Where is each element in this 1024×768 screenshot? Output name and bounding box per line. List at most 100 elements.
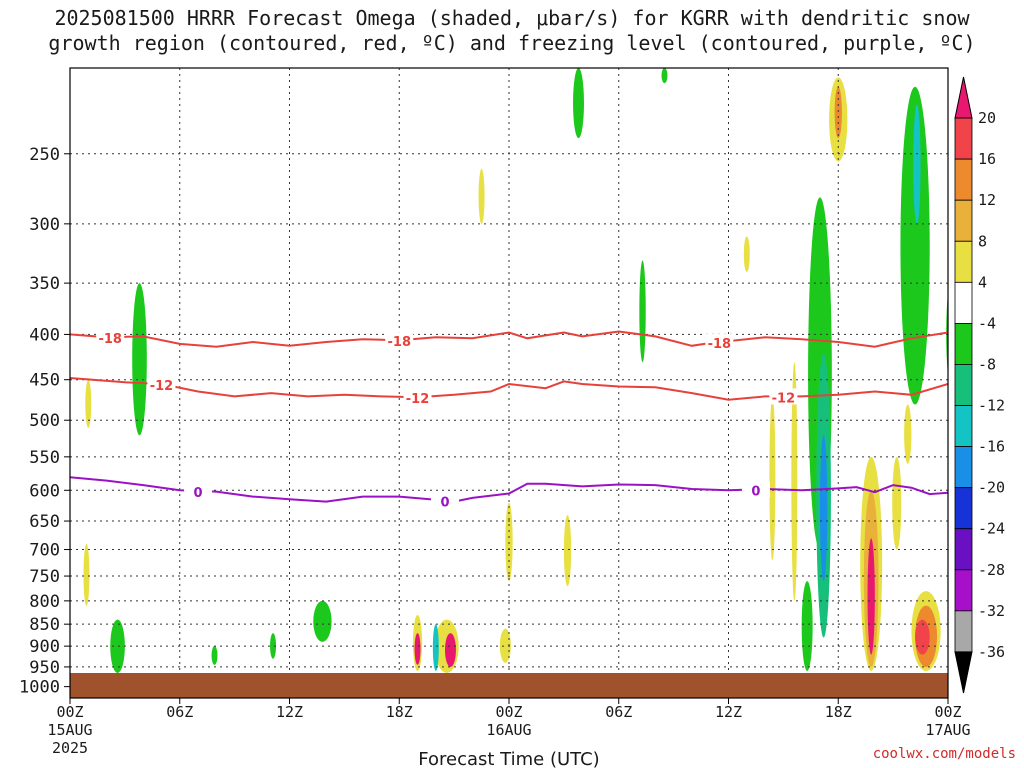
y-tick-label: 450: [29, 371, 60, 391]
contour-label-bg: [430, 492, 459, 509]
contour-label: 0: [194, 486, 203, 501]
x-tick-label: 18Z: [825, 703, 852, 721]
colorbar-swatch: [954, 364, 973, 406]
x-tick-label: 18Z: [386, 703, 413, 721]
colorbar-swatch: [954, 487, 973, 530]
colorbar-swatch: [954, 569, 973, 612]
contour-label: -12: [406, 392, 430, 407]
colorbar-swatch: [954, 405, 973, 447]
contour-label: 0: [751, 484, 760, 499]
omega-blob: [444, 633, 456, 667]
x-year-label: 2025: [52, 739, 88, 757]
chart-title: 2025081500 HRRR Forecast Omega (shaded, …: [0, 6, 1024, 56]
colorbar-swatch: [954, 240, 973, 283]
y-tick-label: 650: [29, 512, 60, 532]
contour-label: -18: [98, 332, 122, 347]
omega-blob: [211, 646, 218, 665]
omega-blob: [743, 236, 750, 272]
contour-label-bg: [403, 389, 432, 406]
y-tick-label: 900: [29, 637, 60, 657]
x-tick-label: 00Z: [495, 703, 522, 721]
colorbar-swatch: [954, 281, 973, 324]
colorbar-swatch: [954, 322, 973, 365]
y-tick-label: 500: [29, 411, 60, 431]
x-axis-label: Forecast Time (UTC): [418, 749, 599, 768]
contour-label-bg: [147, 375, 176, 392]
x-date-label: 16AUG: [486, 721, 531, 739]
contour-label: -12: [772, 391, 796, 406]
colorbar-label: -12: [978, 397, 1005, 415]
omega-blob: [791, 362, 798, 601]
source-url[interactable]: coolwx.com/models: [872, 746, 1016, 762]
x-date-label: 17AUG: [925, 721, 970, 739]
colorbar-label: 8: [978, 232, 987, 250]
colorbar-label: 20: [978, 109, 996, 127]
omega-blob: [769, 396, 776, 561]
colorbar-label: -8: [978, 355, 996, 373]
colorbar-swatch: [954, 199, 973, 242]
colorbar-label: -28: [978, 561, 1005, 579]
omega-blob: [432, 624, 439, 671]
y-tick-label: 750: [29, 567, 60, 587]
y-tick-label: 250: [29, 145, 60, 165]
colorbar-label: -36: [978, 643, 1005, 661]
contour-line: [70, 330, 948, 348]
omega-blob: [478, 168, 485, 224]
colorbar-legend: 20 16 12 8 4 -4 -8 -12 -16 -20 -24 -28 -32 -36: [954, 76, 1005, 694]
y-tick-label: 400: [29, 325, 60, 345]
colorbar-label: 4: [978, 273, 987, 291]
x-tick-label: 00Z: [934, 703, 961, 721]
y-tick-label: 550: [29, 448, 60, 468]
omega-blob: [900, 86, 930, 405]
colorbar-swatch: [954, 117, 973, 160]
contour-label-bg: [741, 481, 770, 498]
x-tick-label: 12Z: [276, 703, 303, 721]
omega-blob: [834, 86, 842, 139]
omega-blob: [499, 628, 511, 663]
y-tick-label: 300: [29, 215, 60, 235]
omega-blob: [904, 404, 912, 464]
x-tick-label: 06Z: [605, 703, 632, 721]
x-tick-label: 00Z: [56, 703, 83, 721]
colorbar-label: -4: [978, 314, 996, 332]
colorbar-label: -16: [978, 438, 1005, 456]
colorbar-swatch: [954, 158, 973, 201]
omega-blob: [313, 600, 332, 642]
colorbar-swatch: [954, 528, 973, 571]
colorbar-top-triangle: [954, 76, 973, 119]
y-tick-label: 600: [29, 481, 60, 501]
contour-label: -18: [708, 337, 732, 352]
colorbar-label: -32: [978, 602, 1005, 620]
y-tick-label: 350: [29, 274, 60, 294]
omega-blob: [414, 633, 421, 665]
y-tick-label: 800: [29, 592, 60, 612]
y-tick-label: 950: [29, 658, 60, 678]
omega-blob: [132, 283, 147, 436]
x-tick-label: 06Z: [166, 703, 193, 721]
colorbar-swatch: [954, 446, 973, 489]
y-tick-label: 1000: [19, 678, 60, 698]
colorbar-label: -20: [978, 479, 1005, 497]
x-tick-label: 12Z: [715, 703, 742, 721]
contour-label: -12: [150, 379, 174, 394]
omega-shading: [83, 68, 948, 673]
omega-blob: [83, 544, 90, 606]
contour-line: [70, 476, 948, 503]
omega-blob: [913, 104, 921, 224]
y-tick-label: 700: [29, 541, 60, 561]
contour-label-bg: [96, 329, 125, 346]
title-line-1: 2025081500 HRRR Forecast Omega (shaded, …: [54, 6, 970, 30]
contour-label: -18: [388, 335, 412, 350]
ground-surface: [70, 673, 948, 698]
colorbar-label: 12: [978, 191, 996, 209]
colorbar-swatch: [954, 610, 973, 653]
contour-label-bg: [385, 332, 414, 349]
contour-label: 0: [440, 496, 449, 511]
colorbar-label: 16: [978, 150, 996, 168]
contour-lines: -18 -18 -18 -12 -12 -12 0 0 0: [70, 329, 948, 511]
omega-blob: [110, 619, 125, 673]
omega-blob: [661, 68, 668, 84]
contour-label-bg: [705, 334, 734, 351]
